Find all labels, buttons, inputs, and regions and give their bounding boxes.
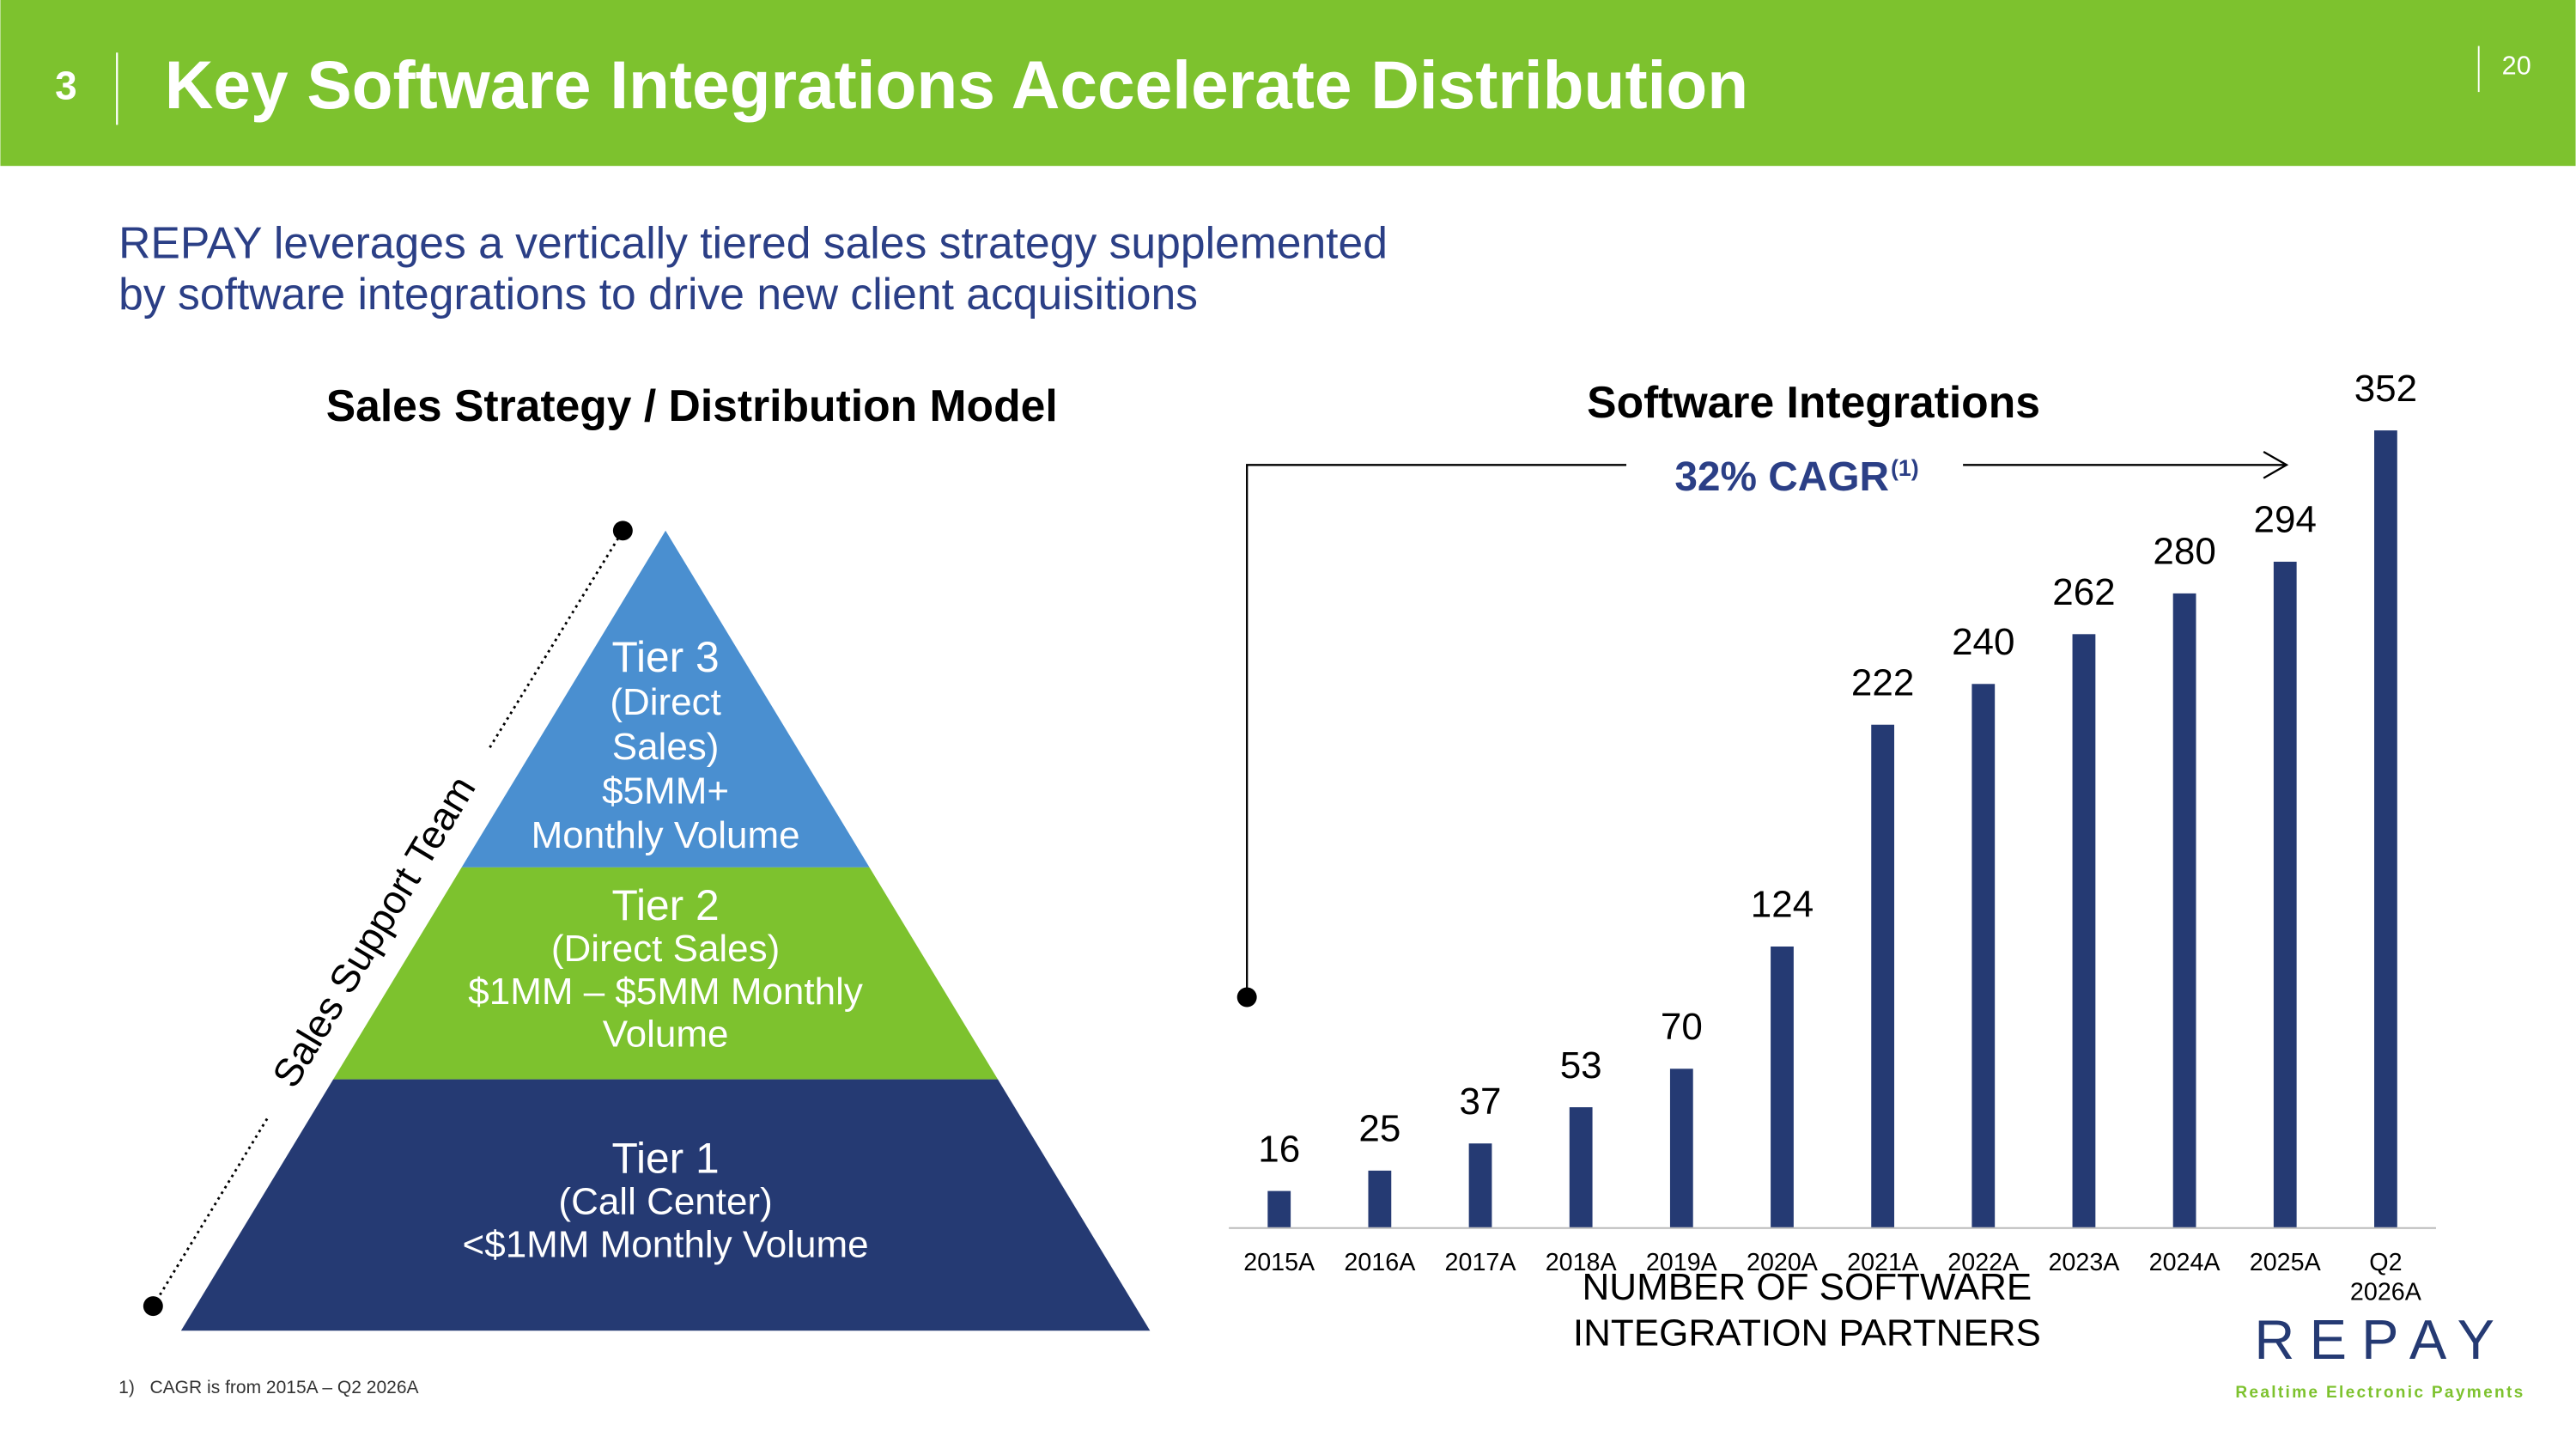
- value-label: 53: [1560, 1044, 1602, 1087]
- value-label: 70: [1661, 1006, 1703, 1048]
- x-tick-label: Q2 2026A: [2350, 1248, 2422, 1305]
- x-tick-label: 2023A: [2048, 1248, 2120, 1275]
- slide-title: Key Software Integrations Accelerate Dis…: [165, 47, 1748, 123]
- chart-title: Software Integrations: [1587, 377, 2040, 427]
- bar: [1468, 1143, 1492, 1227]
- x-tick-label: 2015A: [1243, 1248, 1315, 1275]
- page-number: 20: [2502, 51, 2531, 80]
- pyramid-title: Sales Strategy / Distribution Model: [326, 381, 1058, 430]
- footnote-text: CAGR is from 2015A – Q2 2026A: [150, 1378, 419, 1397]
- x-tick-label: 2017A: [1445, 1248, 1517, 1275]
- tier-label: $5MM+: [602, 770, 729, 812]
- cagr-bracket: [1246, 464, 1627, 998]
- x-tick-label: 2024A: [2149, 1248, 2221, 1275]
- x-tick-label: 2019A: [1646, 1248, 1718, 1275]
- bar: [1971, 684, 1996, 1227]
- x-tick-label: 2021A: [1847, 1248, 1919, 1275]
- tier-label: (Call Center): [558, 1181, 772, 1223]
- tier-label: Tier 2: [611, 881, 719, 929]
- value-label: 280: [2153, 531, 2215, 573]
- tier-label: Tier 3: [611, 633, 719, 681]
- subtitle-line: by software integrations to drive new cl…: [118, 269, 1198, 319]
- bar: [1267, 1190, 1291, 1227]
- bar: [1771, 946, 1794, 1227]
- tier-label: $1MM – $5MM Monthly: [468, 971, 863, 1013]
- guide-dot: [143, 1296, 163, 1317]
- bar: [1569, 1107, 1593, 1227]
- x-tick-label: 2016A: [1344, 1248, 1416, 1275]
- pyramid-tier: [180, 1079, 1151, 1331]
- bar: [2374, 430, 2397, 1227]
- pyramid-tier: [461, 530, 870, 868]
- dotted-guide: [152, 1116, 270, 1307]
- value-label: 222: [1851, 661, 1914, 703]
- section-number: 3: [55, 63, 77, 107]
- pyramid-tier: [333, 867, 999, 1080]
- x-axis-label: NUMBER OF SOFTWARE: [1583, 1266, 2032, 1308]
- x-axis-label: INTEGRATION PARTNERS: [1573, 1312, 2041, 1355]
- cagr-label: 32% CAGR: [1674, 454, 1889, 500]
- tier-label: (Direct: [610, 681, 721, 723]
- guide-dot: [612, 521, 633, 541]
- logo-tagline: Realtime Electronic Payments: [2235, 1384, 2524, 1402]
- tier-label: <$1MM Monthly Volume: [463, 1223, 869, 1265]
- value-label: 352: [2354, 368, 2417, 410]
- value-label: 294: [2254, 499, 2317, 541]
- cagr-note: (1): [1891, 455, 1919, 481]
- value-label: 37: [1460, 1081, 1502, 1123]
- tier-label: Monthly Volume: [532, 814, 800, 856]
- value-label: 240: [1952, 621, 2014, 663]
- tier-label: Volume: [603, 1014, 729, 1056]
- x-tick-label: 2025A: [2250, 1248, 2322, 1275]
- footnote-marker: 1): [118, 1378, 135, 1397]
- value-label: 262: [2052, 571, 2115, 613]
- bracket-dot: [1236, 987, 1257, 1008]
- bar: [1871, 724, 1895, 1227]
- header-bar: [0, 0, 2576, 167]
- logo-name: REPAY: [2254, 1308, 2509, 1371]
- bar: [2072, 634, 2096, 1227]
- bar: [2273, 561, 2297, 1227]
- value-label: 124: [1751, 884, 1814, 926]
- value-label: 16: [1258, 1128, 1300, 1170]
- bar: [1368, 1170, 1392, 1227]
- x-tick-label: 2022A: [1947, 1248, 2020, 1275]
- value-label: 25: [1358, 1108, 1400, 1150]
- subtitle-line: REPAY leverages a vertically tiered sale…: [118, 218, 1388, 268]
- dotted-guide: [489, 530, 624, 749]
- tier-label: Sales): [612, 726, 720, 768]
- bar: [1669, 1068, 1693, 1227]
- x-tick-label: 2018A: [1546, 1248, 1618, 1275]
- tier-label: (Direct Sales): [551, 928, 780, 970]
- cagr-arrowhead: [2263, 450, 2289, 479]
- bar: [2172, 593, 2196, 1227]
- tier-label: Tier 1: [611, 1134, 719, 1182]
- x-tick-label: 2020A: [1747, 1248, 1819, 1275]
